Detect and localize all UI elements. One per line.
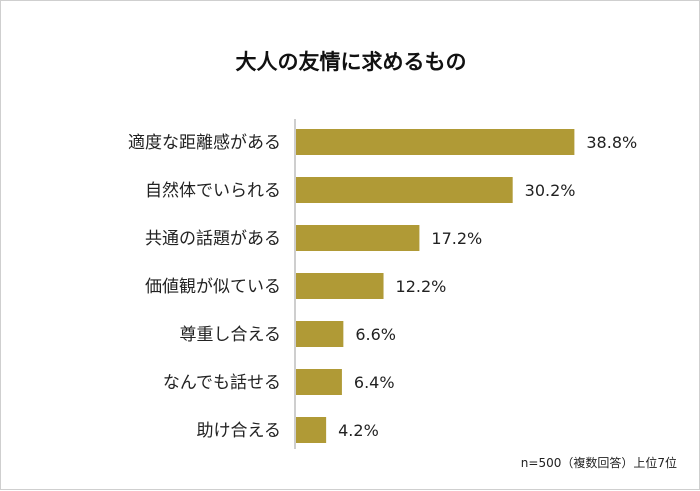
bar [296,273,384,299]
value-label: 38.8% [586,133,637,152]
value-label: 12.2% [396,277,447,296]
value-label: 6.6% [355,325,396,344]
category-label: 共通の話題がある [145,229,281,249]
value-label: 17.2% [431,229,482,248]
category-label: 尊重し合える [180,325,282,345]
value-label: 30.2% [525,181,576,200]
category-label: 助け合える [197,421,282,441]
chart-title: 大人の友情に求めるもの [236,50,467,74]
value-label: 6.4% [354,373,395,392]
bar [296,321,344,347]
category-label: なんでも話せる [163,373,281,393]
bar [296,369,342,395]
bar [296,129,575,155]
sample-note: n=500（複数回答）上位7位 [521,455,677,470]
category-label: 適度な距離感がある [128,133,281,153]
category-label: 価値観が似ている [145,277,281,297]
bar [296,417,327,443]
bar [296,225,420,251]
value-label: 4.2% [338,421,379,440]
bar [296,177,513,203]
category-label: 自然体でいられる [145,181,281,201]
bars-group: 適度な距離感がある 38.8% 自然体でいられる 30.2% 共通の話題がある 17.2%… [128,129,637,443]
